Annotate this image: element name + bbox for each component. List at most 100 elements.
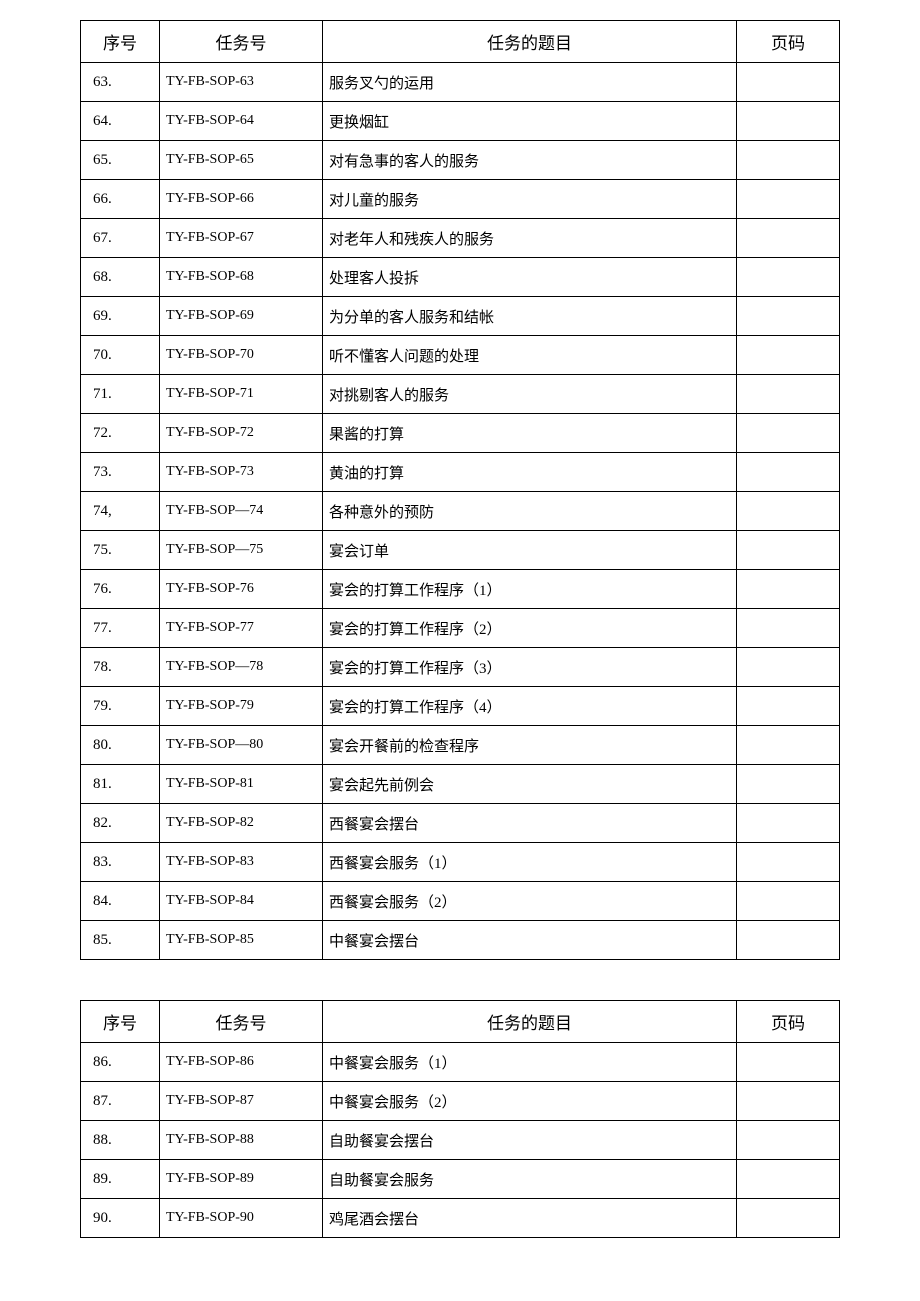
cell-seq: 90. (81, 1199, 160, 1238)
cell-seq: 69. (81, 297, 160, 336)
cell-seq: 75. (81, 531, 160, 570)
cell-task: TY-FB-SOP—78 (160, 648, 323, 687)
cell-page (737, 63, 840, 102)
table-row: 64.TY-FB-SOP-64更换烟缸 (81, 102, 840, 141)
table-row: 67.TY-FB-SOP-67对老年人和残疾人的服务 (81, 219, 840, 258)
table-header-row: 序号任务号任务的题目页码 (81, 1001, 840, 1043)
cell-task: TY-FB-SOP-66 (160, 180, 323, 219)
cell-task: TY-FB-SOP-69 (160, 297, 323, 336)
cell-seq: 71. (81, 375, 160, 414)
cell-task: TY-FB-SOP-72 (160, 414, 323, 453)
cell-page (737, 726, 840, 765)
cell-task: TY-FB-SOP—74 (160, 492, 323, 531)
cell-task: TY-FB-SOP-65 (160, 141, 323, 180)
cell-task: TY-FB-SOP-77 (160, 609, 323, 648)
cell-seq: 76. (81, 570, 160, 609)
cell-task: TY-FB-SOP-70 (160, 336, 323, 375)
cell-page (737, 1082, 840, 1121)
cell-task: TY-FB-SOP—80 (160, 726, 323, 765)
cell-page (737, 375, 840, 414)
cell-page (737, 336, 840, 375)
cell-task: TY-FB-SOP-86 (160, 1043, 323, 1082)
cell-seq: 87. (81, 1082, 160, 1121)
cell-page (737, 648, 840, 687)
table-row: 77.TY-FB-SOP-77宴会的打算工作程序（2） (81, 609, 840, 648)
table-row: 72.TY-FB-SOP-72果酱的打算 (81, 414, 840, 453)
table-row: 89.TY-FB-SOP-89自助餐宴会服务 (81, 1160, 840, 1199)
cell-page (737, 843, 840, 882)
cell-page (737, 804, 840, 843)
cell-task: TY-FB-SOP-81 (160, 765, 323, 804)
table-row: 81.TY-FB-SOP-81宴会起先前例会 (81, 765, 840, 804)
table-row: 79.TY-FB-SOP-79宴会的打算工作程序（4） (81, 687, 840, 726)
table-row: 65.TY-FB-SOP-65对有急事的客人的服务 (81, 141, 840, 180)
header-title: 任务的题目 (323, 21, 737, 63)
table-row: 66.TY-FB-SOP-66对儿童的服务 (81, 180, 840, 219)
cell-title: 中餐宴会服务（1） (323, 1043, 737, 1082)
cell-title: 为分单的客人服务和结帐 (323, 297, 737, 336)
cell-page (737, 414, 840, 453)
cell-task: TY-FB-SOP—75 (160, 531, 323, 570)
cell-page (737, 882, 840, 921)
cell-task: TY-FB-SOP-73 (160, 453, 323, 492)
cell-title: 自助餐宴会服务 (323, 1160, 737, 1199)
cell-title: 西餐宴会服务（1） (323, 843, 737, 882)
cell-task: TY-FB-SOP-68 (160, 258, 323, 297)
cell-page (737, 1160, 840, 1199)
cell-task: TY-FB-SOP-82 (160, 804, 323, 843)
header-title: 任务的题目 (323, 1001, 737, 1043)
cell-seq: 88. (81, 1121, 160, 1160)
cell-seq: 77. (81, 609, 160, 648)
table-row: 78.TY-FB-SOP—78宴会的打算工作程序（3） (81, 648, 840, 687)
cell-title: 处理客人投拆 (323, 258, 737, 297)
cell-seq: 89. (81, 1160, 160, 1199)
table-row: 63.TY-FB-SOP-63服务叉勺的运用 (81, 63, 840, 102)
table-row: 83.TY-FB-SOP-83西餐宴会服务（1） (81, 843, 840, 882)
cell-seq: 68. (81, 258, 160, 297)
table-row: 90.TY-FB-SOP-90鸡尾酒会摆台 (81, 1199, 840, 1238)
sop-table-0: 序号任务号任务的题目页码63.TY-FB-SOP-63服务叉勺的运用64.TY-… (80, 20, 840, 960)
cell-title: 宴会订单 (323, 531, 737, 570)
cell-task: TY-FB-SOP-84 (160, 882, 323, 921)
cell-title: 对挑剔客人的服务 (323, 375, 737, 414)
header-page: 页码 (737, 1001, 840, 1043)
cell-page (737, 531, 840, 570)
cell-page (737, 492, 840, 531)
cell-title: 自助餐宴会摆台 (323, 1121, 737, 1160)
cell-seq: 72. (81, 414, 160, 453)
cell-page (737, 687, 840, 726)
cell-task: TY-FB-SOP-85 (160, 921, 323, 960)
cell-page (737, 609, 840, 648)
cell-title: 服务叉勺的运用 (323, 63, 737, 102)
table-row: 74,TY-FB-SOP—74各种意外的预防 (81, 492, 840, 531)
cell-title: 听不懂客人问题的处理 (323, 336, 737, 375)
cell-title: 宴会的打算工作程序（3） (323, 648, 737, 687)
cell-title: 宴会的打算工作程序（2） (323, 609, 737, 648)
table-row: 70.TY-FB-SOP-70听不懂客人问题的处理 (81, 336, 840, 375)
header-task: 任务号 (160, 21, 323, 63)
cell-title: 宴会开餐前的检查程序 (323, 726, 737, 765)
cell-page (737, 258, 840, 297)
cell-seq: 82. (81, 804, 160, 843)
cell-task: TY-FB-SOP-64 (160, 102, 323, 141)
cell-seq: 74, (81, 492, 160, 531)
cell-task: TY-FB-SOP-67 (160, 219, 323, 258)
cell-page (737, 570, 840, 609)
cell-seq: 86. (81, 1043, 160, 1082)
header-page: 页码 (737, 21, 840, 63)
cell-seq: 78. (81, 648, 160, 687)
table-row: 75.TY-FB-SOP—75宴会订单 (81, 531, 840, 570)
cell-task: TY-FB-SOP-90 (160, 1199, 323, 1238)
sop-table-1: 序号任务号任务的题目页码86.TY-FB-SOP-86中餐宴会服务（1） 87. T… (80, 1000, 840, 1238)
header-task: 任务号 (160, 1001, 323, 1043)
cell-title: 果酱的打算 (323, 414, 737, 453)
table-row: 69.TY-FB-SOP-69为分单的客人服务和结帐 (81, 297, 840, 336)
cell-seq: 63. (81, 63, 160, 102)
cell-title: 更换烟缸 (323, 102, 737, 141)
cell-page (737, 1043, 840, 1082)
cell-seq: 80. (81, 726, 160, 765)
cell-task: TY-FB-SOP-63 (160, 63, 323, 102)
table-row: 84.TY-FB-SOP-84西餐宴会服务（2） (81, 882, 840, 921)
table-row: 85.TY-FB-SOP-85中餐宴会摆台 (81, 921, 840, 960)
table-header-row: 序号任务号任务的题目页码 (81, 21, 840, 63)
